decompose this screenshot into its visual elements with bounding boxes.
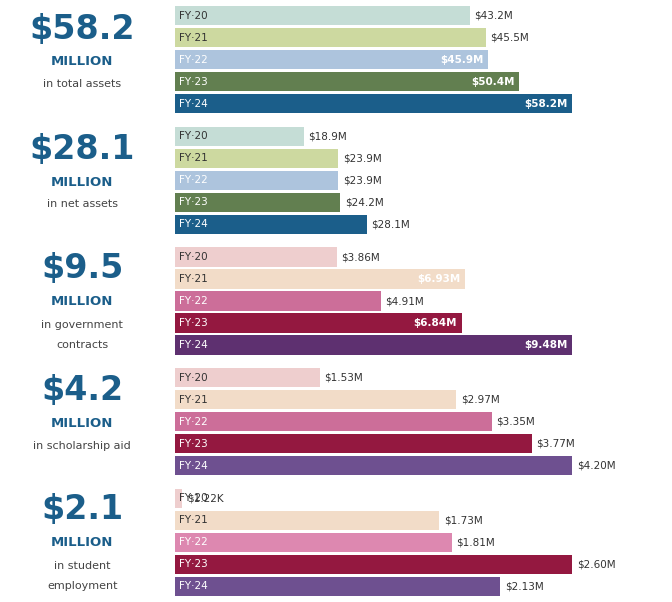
Bar	[175, 291, 380, 311]
Text: FY‧23: FY‧23	[179, 559, 208, 569]
Text: $28.1: $28.1	[30, 133, 135, 166]
Text: FY‧22: FY‧22	[179, 296, 208, 306]
Text: $4.2: $4.2	[41, 374, 124, 408]
Bar	[175, 489, 182, 508]
Text: contracts: contracts	[56, 340, 108, 350]
Text: MILLION: MILLION	[51, 417, 114, 430]
Text: $43.2M: $43.2M	[474, 11, 513, 21]
Text: FY‧23: FY‧23	[179, 197, 208, 207]
Text: $1.73M: $1.73M	[444, 515, 482, 526]
Text: in scholarship aid: in scholarship aid	[34, 441, 131, 451]
Bar	[175, 193, 340, 212]
Text: $45.9M: $45.9M	[440, 55, 484, 64]
Text: $9.5: $9.5	[41, 252, 124, 285]
Bar	[175, 50, 489, 69]
Text: FY‧22: FY‧22	[179, 55, 208, 64]
Text: $3.86M: $3.86M	[341, 252, 380, 262]
Text: $2.13M: $2.13M	[505, 581, 544, 591]
Text: FY‧24: FY‧24	[179, 581, 208, 591]
Text: FY‧22: FY‧22	[179, 538, 208, 547]
Text: FY‧24: FY‧24	[179, 99, 208, 108]
Text: $58.2M: $58.2M	[524, 99, 568, 108]
Text: $2.60M: $2.60M	[577, 559, 616, 569]
Text: $28.1M: $28.1M	[372, 219, 410, 229]
Text: $1.53M: $1.53M	[325, 373, 363, 383]
Text: FY‧24: FY‧24	[179, 340, 208, 350]
Text: FY‧20: FY‧20	[179, 494, 208, 503]
Text: $23.9M: $23.9M	[343, 175, 382, 185]
Bar	[175, 577, 501, 596]
Text: $18.9M: $18.9M	[308, 131, 347, 141]
Text: FY‧20: FY‧20	[179, 373, 208, 383]
Text: $1.81M: $1.81M	[456, 538, 495, 547]
Text: in net assets: in net assets	[47, 199, 118, 209]
Bar	[175, 554, 573, 574]
Text: FY‧20: FY‧20	[179, 252, 208, 262]
Text: MILLION: MILLION	[51, 176, 114, 189]
Bar	[175, 270, 466, 289]
Text: FY‧21: FY‧21	[179, 515, 208, 526]
Bar	[175, 335, 573, 355]
Bar	[175, 434, 532, 453]
Bar	[175, 368, 320, 388]
Text: in government: in government	[42, 320, 123, 330]
Text: FY‧21: FY‧21	[179, 154, 208, 163]
Text: in total assets: in total assets	[43, 79, 122, 89]
Bar	[175, 94, 573, 113]
Bar	[175, 533, 452, 552]
Bar	[175, 313, 462, 332]
Text: FY‧21: FY‧21	[179, 274, 208, 284]
Text: $58.2: $58.2	[30, 13, 135, 46]
Text: FY‧22: FY‧22	[179, 417, 208, 427]
Text: $9.48M: $9.48M	[524, 340, 568, 350]
Text: $2.97M: $2.97M	[460, 395, 499, 405]
Text: $4.20M: $4.20M	[577, 461, 616, 471]
Text: FY‧20: FY‧20	[179, 11, 208, 21]
Bar	[175, 171, 338, 190]
Text: FY‧22: FY‧22	[179, 175, 208, 185]
Text: FY‧23: FY‧23	[179, 439, 208, 448]
Text: $4.91M: $4.91M	[386, 296, 424, 306]
Text: employment: employment	[47, 581, 118, 591]
Text: $1.22K: $1.22K	[187, 494, 224, 503]
Text: FY‧20: FY‧20	[179, 131, 208, 141]
Text: MILLION: MILLION	[51, 55, 114, 69]
Text: MILLION: MILLION	[51, 294, 114, 308]
Bar	[175, 390, 456, 409]
Text: $24.2M: $24.2M	[345, 197, 384, 207]
Text: FY‧24: FY‧24	[179, 219, 208, 229]
Bar	[175, 28, 486, 48]
Text: FY‧23: FY‧23	[179, 76, 208, 87]
Text: $45.5M: $45.5M	[491, 33, 529, 43]
Bar	[175, 72, 519, 92]
Text: FY‧21: FY‧21	[179, 395, 208, 405]
Text: $2.1: $2.1	[41, 493, 124, 526]
Bar	[175, 456, 573, 475]
Text: FY‧24: FY‧24	[179, 461, 208, 471]
Bar	[175, 127, 304, 146]
Text: MILLION: MILLION	[51, 536, 114, 549]
Bar	[175, 6, 470, 25]
Text: $50.4M: $50.4M	[471, 76, 514, 87]
Text: $3.35M: $3.35M	[497, 417, 536, 427]
Bar	[175, 247, 337, 267]
Bar	[175, 412, 492, 431]
Bar	[175, 510, 439, 530]
Text: $23.9M: $23.9M	[343, 154, 382, 163]
Text: in student: in student	[54, 562, 111, 571]
Text: $6.93M: $6.93M	[417, 274, 460, 284]
Bar	[175, 214, 367, 234]
Text: FY‧21: FY‧21	[179, 33, 208, 43]
Text: FY‧23: FY‧23	[179, 318, 208, 328]
Text: $3.77M: $3.77M	[536, 439, 575, 448]
Text: $6.84M: $6.84M	[413, 318, 457, 328]
Bar	[175, 149, 338, 168]
